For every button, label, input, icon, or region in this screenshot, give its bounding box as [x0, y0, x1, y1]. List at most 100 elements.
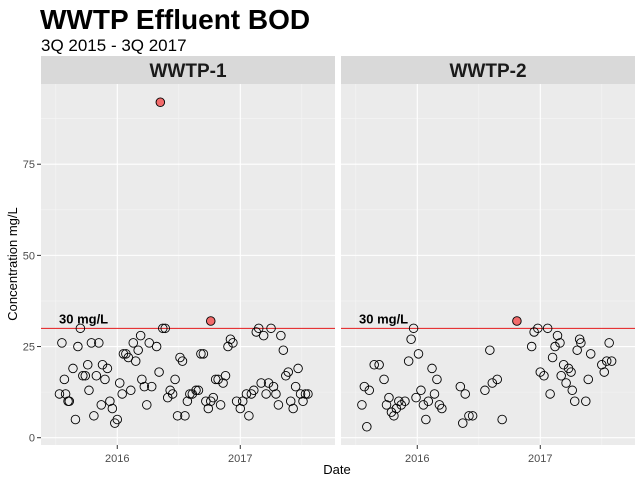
- data-point: [177, 356, 188, 366]
- y-axis: 0 25 50 75: [23, 159, 41, 445]
- facet-panel-wwtp-2: WWTP-2 30 mg/L 2016 2017: [341, 56, 635, 465]
- data-point: [599, 367, 609, 377]
- data-point: [244, 411, 254, 421]
- data-point: [464, 411, 474, 421]
- chart-title: WWTP Effluent BOD: [40, 4, 310, 35]
- data-point: [458, 418, 468, 428]
- panel-background: [41, 84, 335, 445]
- data-point: [535, 367, 546, 377]
- data-point: [467, 411, 478, 421]
- data-point: [160, 323, 170, 334]
- data-point: [237, 396, 248, 406]
- data-point: [357, 400, 367, 410]
- data-point: [96, 400, 107, 410]
- data-point: [285, 396, 296, 406]
- data-point: [374, 360, 384, 370]
- x-axis: 2016 2017: [105, 445, 253, 465]
- data-point: [220, 370, 231, 381]
- y-tick-label: 50: [23, 250, 35, 262]
- data-point: [480, 385, 490, 396]
- data-points: [357, 316, 617, 432]
- data-point: [256, 378, 266, 388]
- data-point: [460, 389, 470, 399]
- data-point: [82, 360, 93, 370]
- data-point: [581, 396, 591, 406]
- y-tick-label: 25: [23, 342, 35, 354]
- exceedance-point: [155, 97, 166, 107]
- data-point: [130, 356, 141, 366]
- data-point: [298, 396, 308, 406]
- data-point: [569, 396, 580, 406]
- data-point: [78, 370, 88, 381]
- x-tick-label: 2016: [105, 453, 129, 465]
- data-point: [263, 378, 274, 388]
- data-point: [567, 385, 578, 396]
- data-point: [128, 338, 139, 348]
- data-point: [80, 370, 91, 381]
- facet-strip-label: WWTP-1: [149, 61, 226, 82]
- data-point: [196, 349, 206, 359]
- data-point: [492, 374, 502, 385]
- data-point: [437, 403, 447, 414]
- chart-subtitle: 3Q 2015 - 3Q 2017: [41, 36, 187, 55]
- data-point: [572, 345, 582, 355]
- data-point: [266, 323, 276, 334]
- data-point: [597, 360, 607, 370]
- reference-line-label: 30 mg/L: [359, 311, 408, 326]
- data-point: [408, 323, 419, 334]
- y-axis-title: Concentration mg/L: [5, 207, 20, 320]
- gridlines: [341, 84, 635, 445]
- data-point: [241, 389, 252, 399]
- data-point: [258, 330, 269, 341]
- data-point: [271, 389, 281, 399]
- data-point: [97, 360, 108, 370]
- data-point: [89, 411, 99, 421]
- data-point: [566, 367, 576, 377]
- data-point: [359, 381, 370, 392]
- data-point: [411, 392, 421, 403]
- data-point: [57, 338, 67, 348]
- data-point: [542, 323, 553, 334]
- data-point: [126, 385, 136, 396]
- data-point: [485, 345, 495, 355]
- x-axis-title: Date: [323, 462, 350, 477]
- data-point: [379, 374, 389, 385]
- data-point: [278, 345, 289, 355]
- data-point: [283, 367, 294, 377]
- data-point: [100, 374, 110, 385]
- facet-strip-label: WWTP-2: [449, 61, 526, 82]
- data-point: [381, 400, 392, 410]
- data-point: [261, 389, 271, 399]
- data-point: [487, 378, 498, 388]
- data-point: [416, 385, 426, 396]
- data-point: [389, 411, 399, 421]
- data-point: [364, 385, 375, 396]
- data-point: [300, 389, 311, 399]
- data-point: [84, 385, 94, 396]
- exceedance-point: [206, 316, 216, 326]
- data-point: [403, 356, 414, 366]
- data-point: [288, 403, 298, 414]
- data-point: [198, 349, 209, 359]
- data-point: [418, 400, 429, 410]
- data-point: [384, 392, 394, 403]
- data-point: [70, 414, 81, 425]
- data-point: [54, 389, 65, 399]
- data-point: [295, 389, 306, 399]
- data-point: [91, 370, 102, 381]
- reference-line-group: 30 mg/L: [41, 311, 335, 329]
- data-point: [423, 396, 434, 406]
- data-point: [604, 338, 614, 348]
- data-point: [59, 374, 70, 385]
- data-point: [362, 422, 372, 432]
- data-point: [146, 381, 157, 392]
- data-point: [391, 403, 402, 414]
- data-point: [429, 389, 440, 399]
- data-point: [533, 323, 543, 334]
- data-point: [556, 370, 566, 381]
- data-point: [413, 349, 424, 359]
- data-point: [64, 396, 75, 406]
- data-point: [208, 392, 218, 403]
- data-point: [290, 381, 301, 392]
- data-point: [529, 327, 539, 337]
